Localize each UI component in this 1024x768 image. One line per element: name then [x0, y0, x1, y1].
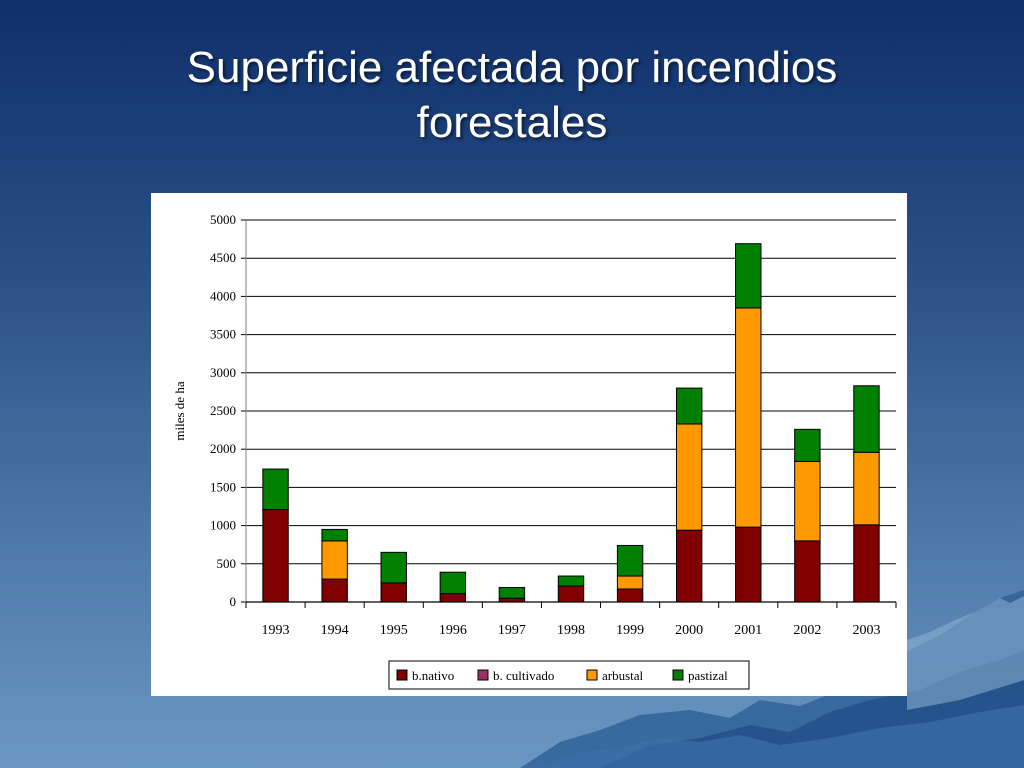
- legend-label: b.nativo: [412, 668, 454, 683]
- y-tick-label: 2500: [210, 403, 236, 418]
- bar-segment: [439, 571, 467, 595]
- bar-segment: [735, 307, 762, 528]
- slide-title-line-1: Superficie afectada por incendios: [186, 43, 838, 92]
- legend-swatch: [396, 669, 408, 681]
- bar-segment: [557, 585, 585, 603]
- bar-segment: [675, 387, 703, 425]
- bar-segment: [794, 540, 821, 603]
- y-tick-label: 3500: [210, 327, 236, 342]
- x-tick-label: 2001: [734, 623, 762, 638]
- x-tick-label: 2003: [852, 623, 880, 638]
- bar-segment: [853, 524, 880, 603]
- bar-segment: [616, 575, 644, 590]
- legend-swatch: [586, 669, 598, 681]
- slide-title-line-2: forestales: [416, 98, 608, 147]
- x-tick-label: 2000: [675, 623, 703, 638]
- y-tick-label: 1500: [210, 479, 236, 494]
- x-tick-label: 1997: [498, 623, 526, 638]
- bar-segment: [321, 578, 348, 603]
- chart-legend: b.nativo b. cultivado arbustal pastizal: [388, 660, 750, 690]
- y-axis-label: miles de ha: [172, 381, 187, 440]
- bar-segment: [616, 544, 644, 577]
- bar-segment: [498, 586, 526, 599]
- bar-segment: [794, 428, 821, 462]
- bar-segment: [853, 385, 880, 453]
- legend-swatch: [672, 669, 684, 681]
- y-tick-label: 2000: [210, 441, 236, 456]
- bar-segment: [557, 575, 585, 587]
- y-tick-label: 0: [230, 594, 237, 609]
- bar-segment: [380, 551, 407, 584]
- legend-label: arbustal: [602, 668, 644, 683]
- legend-label: b. cultivado: [493, 668, 554, 683]
- bar-segment: [380, 582, 407, 603]
- grid-layer: [246, 219, 896, 565]
- bar-segment: [853, 451, 880, 526]
- bar-segment: [735, 243, 762, 309]
- y-tick-label: 3000: [210, 365, 236, 380]
- bar-segment: [262, 509, 289, 603]
- x-tick-label: 1998: [557, 623, 585, 638]
- bar-segment: [675, 423, 703, 531]
- legend-swatch: [477, 669, 489, 681]
- y-tick-label: 4500: [210, 250, 236, 265]
- bar-segment: [262, 468, 289, 511]
- bar-segment: [439, 593, 467, 603]
- bar-segment: [616, 588, 644, 603]
- y-tick-label: 500: [217, 556, 237, 571]
- axis-layer: 0 500 1000 1500 2000 2500 3000 3500 4000 4500 5000…: [210, 212, 897, 638]
- x-tick-label: 2002: [793, 623, 821, 638]
- x-tick-label: 1993: [262, 623, 290, 638]
- bar-segment: [321, 528, 348, 542]
- bars-layer: [262, 243, 880, 603]
- y-tick-label: 4000: [210, 288, 236, 303]
- slide-title: Superficie afectada por incendios forest…: [0, 40, 1024, 150]
- x-tick-label: 1996: [439, 623, 467, 638]
- bar-segment: [794, 460, 821, 542]
- x-tick-label: 1994: [321, 623, 349, 638]
- chart-panel: 0 500 1000 1500 2000 2500 3000 3500 4000 4500 5000…: [151, 193, 907, 696]
- y-tick-label: 1000: [210, 518, 236, 533]
- bar-segment: [675, 529, 703, 603]
- stacked-bar-chart: 0 500 1000 1500 2000 2500 3000 3500 4000 4500 5000…: [172, 212, 897, 690]
- bar-segment: [735, 526, 762, 603]
- x-tick-label: 1995: [380, 623, 408, 638]
- legend-label: pastizal: [688, 668, 728, 683]
- y-tick-label: 5000: [210, 212, 236, 227]
- legend-frame: [388, 660, 750, 690]
- x-tick-label: 1999: [616, 623, 644, 638]
- bar-segment: [321, 540, 348, 580]
